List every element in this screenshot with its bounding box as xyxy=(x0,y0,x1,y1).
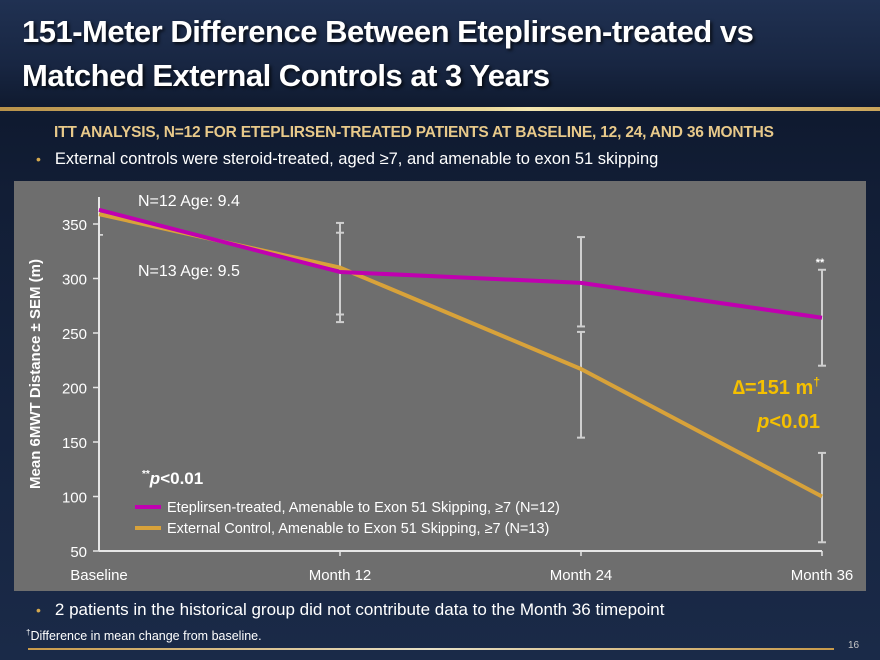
y-tick-label: 150 xyxy=(62,435,87,452)
legend-label-eteplirsen: Eteplirsen-treated, Amenable to Exon 51 … xyxy=(167,500,560,516)
slide-subtitle: ITT ANALYSIS, N=12 FOR ETEPLIRSEN-TREATE… xyxy=(54,124,774,141)
footnote-dagger: † xyxy=(26,628,31,637)
y-tick-label: 250 xyxy=(62,326,87,343)
significance-note: **p<0.01 xyxy=(142,469,203,488)
slide-title: 151-Meter Difference Between Eteplirsen-… xyxy=(22,10,862,98)
group1-label: N=12 Age: 9.4 xyxy=(138,193,240,210)
series-line-eteplirsen xyxy=(98,207,823,320)
y-tick-label: 350 xyxy=(62,217,87,234)
bullet-month36-note: • 2 patients in the historical group did … xyxy=(36,600,664,620)
line-chart: 50 100 150 200 250 300 350 Baseline Month 12 Mont… xyxy=(27,193,854,584)
delta-annotation: ∆=151 m† xyxy=(733,375,820,399)
y-tick-label: 100 xyxy=(62,490,87,507)
title-band xyxy=(0,0,880,108)
page-number: 16 xyxy=(848,640,860,651)
series-line-control xyxy=(98,212,823,499)
footnote-text: Difference in mean change from baseline. xyxy=(30,629,262,644)
bullet-icon: • xyxy=(36,151,41,167)
chart-panel: 50 100 150 200 250 300 350 Baseline Month 12 Mont… xyxy=(14,181,866,591)
footnote: †Difference in mean change from baseline… xyxy=(26,628,262,643)
delta-p-value: p<0.01 xyxy=(756,411,820,433)
x-tick-label: Baseline xyxy=(70,567,128,584)
y-axis-title: Mean 6MWT Distance ± SEM (m) xyxy=(27,259,44,489)
bullet-text: External controls were steroid-treated, … xyxy=(54,150,659,168)
x-tick-label: Month 12 xyxy=(309,567,372,584)
bullet-external-controls: • External controls were steroid-treated,… xyxy=(36,150,658,169)
x-tick-label: Month 24 xyxy=(550,567,613,584)
bullet-icon: • xyxy=(36,602,41,618)
footer-divider xyxy=(28,648,834,650)
legend-label-control: External Control, Amenable to Exon 51 Sk… xyxy=(167,521,549,537)
slide-title-line-1: 151-Meter Difference Between Eteplirsen-… xyxy=(22,14,754,49)
x-tick-label: Month 36 xyxy=(791,567,854,584)
y-tick-label: 50 xyxy=(70,544,87,561)
group2-label: N=13 Age: 9.5 xyxy=(138,263,240,280)
title-divider xyxy=(0,107,880,111)
bullet-text: 2 patients in the historical group did n… xyxy=(54,600,665,619)
significance-marker: ** xyxy=(816,257,825,269)
y-tick-label: 200 xyxy=(62,381,87,398)
slide-title-line-2: Matched External Controls at 3 Years xyxy=(22,58,550,93)
y-tick-label: 300 xyxy=(62,272,87,289)
